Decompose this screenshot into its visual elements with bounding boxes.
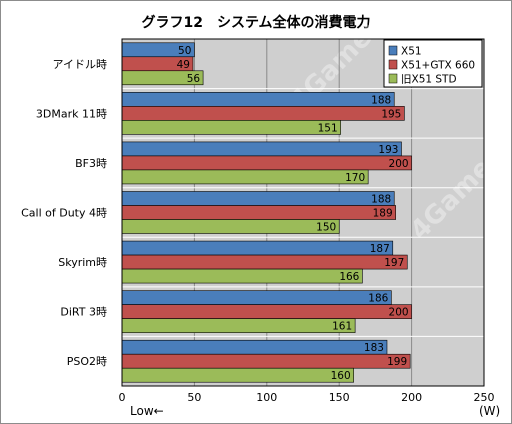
bar: [121, 304, 412, 319]
bar: [121, 219, 340, 234]
bar: [121, 106, 405, 121]
legend-swatch: [388, 45, 398, 56]
value-label: 183: [364, 342, 384, 354]
value-label: 195: [381, 108, 401, 120]
value-label: 200: [389, 158, 409, 170]
bar: [121, 240, 394, 256]
plot-border: [121, 38, 485, 387]
category-label: アイドル時: [53, 58, 107, 71]
x-tick-label: 100: [256, 391, 277, 404]
x-tick-label: 250: [474, 391, 495, 404]
bar: [121, 141, 402, 157]
bar: [121, 205, 396, 220]
value-label: 161: [332, 321, 352, 333]
value-label: 188: [371, 94, 391, 106]
bar: [121, 92, 395, 107]
x-tick-label: 150: [329, 391, 350, 404]
category-label: Call of Duty 4時: [21, 207, 107, 220]
bar: [121, 290, 392, 305]
x-unit-label: (W): [479, 404, 500, 418]
category-label: 3DMark 11時: [36, 107, 107, 120]
bar: [121, 155, 412, 171]
bar: [121, 169, 369, 185]
value-label: 50: [178, 45, 191, 57]
value-label: 151: [318, 122, 338, 134]
value-label: 189: [373, 208, 393, 220]
value-label: 56: [187, 73, 201, 85]
value-label: 188: [371, 194, 391, 206]
value-label: 200: [389, 307, 409, 319]
x-tick-label: 50: [187, 391, 201, 404]
category-label: PSO2時: [67, 355, 107, 368]
bar: [121, 339, 388, 355]
bar: [121, 254, 408, 270]
value-label: 150: [316, 222, 336, 234]
legend-box: [383, 39, 483, 88]
x-tick-label: 0: [119, 391, 126, 404]
legend-label: X51: [401, 46, 422, 58]
category-label: Skyrim時: [58, 256, 107, 269]
legend-swatch: [388, 73, 398, 84]
value-label: 160: [331, 370, 351, 382]
value-label: 186: [368, 293, 388, 305]
bar: [121, 318, 356, 333]
legend-label: X51+GTX 660: [401, 60, 475, 72]
value-label: 197: [384, 257, 404, 269]
bar: [121, 191, 395, 206]
chart-title: グラフ12 システム全体の消費電力: [141, 14, 370, 31]
category-label: DiRT 3時: [60, 306, 107, 319]
legend-swatch: [388, 59, 398, 70]
value-label: 193: [378, 144, 398, 156]
bar: [121, 268, 363, 284]
x-tick-label: 200: [401, 391, 422, 404]
legend-label: 旧X51 STD: [401, 74, 457, 86]
category-label: BF3時: [75, 157, 107, 170]
bar: [121, 367, 354, 383]
value-label: 187: [370, 243, 390, 255]
low-note: Low←: [130, 404, 164, 418]
value-label: 170: [345, 172, 365, 184]
value-label: 49: [177, 59, 190, 71]
bar: [121, 353, 411, 369]
bar: [121, 120, 341, 135]
value-label: 199: [387, 356, 407, 368]
value-label: 166: [339, 271, 359, 283]
